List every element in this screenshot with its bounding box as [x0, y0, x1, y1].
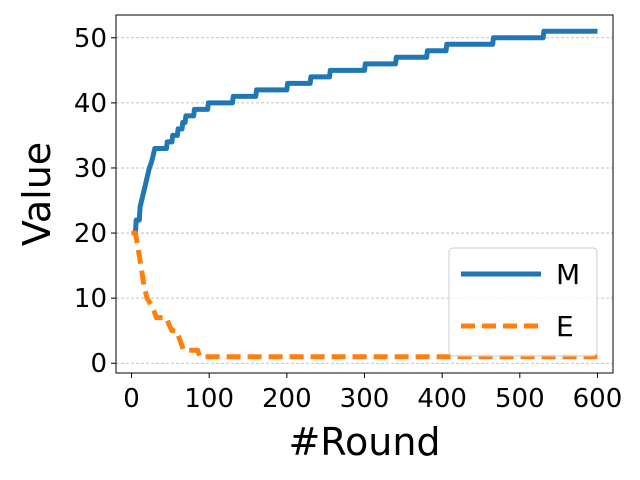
- y-tick-label: 30: [74, 154, 107, 184]
- x-axis-title: #Round: [288, 420, 440, 464]
- y-axis-title: Value: [15, 142, 59, 246]
- y-tick-label: 40: [74, 89, 107, 119]
- x-axis: 0 100 200 300 400 500 600: [123, 373, 622, 414]
- grid-lines: [116, 37, 613, 364]
- x-tick-label: 200: [262, 384, 312, 414]
- x-tick-label: 100: [184, 384, 234, 414]
- legend-label: M: [556, 258, 580, 291]
- y-tick-label: 50: [74, 24, 107, 54]
- legend: ME: [448, 247, 598, 357]
- y-tick-label: 20: [74, 219, 107, 249]
- y-tick-label: 0: [90, 349, 107, 379]
- x-tick-label: 0: [123, 384, 140, 414]
- x-tick-label: 400: [417, 384, 467, 414]
- x-tick-label: 300: [340, 384, 390, 414]
- y-axis: 0 10 20 30 40 50: [74, 24, 116, 379]
- x-tick-label: 600: [573, 384, 623, 414]
- series-line-M: [131, 28, 598, 236]
- series-lines: [131, 28, 598, 360]
- y-tick-label: 10: [74, 284, 107, 314]
- x-tick-label: 500: [495, 384, 545, 414]
- legend-label: E: [556, 310, 574, 343]
